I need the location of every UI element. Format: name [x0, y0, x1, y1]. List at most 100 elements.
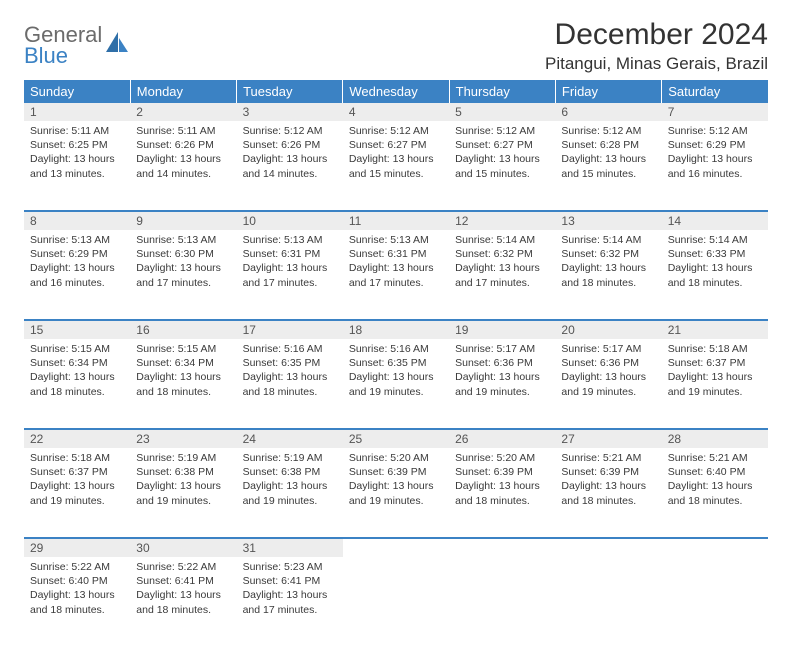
day-header: Wednesday	[343, 80, 449, 103]
content-row: Sunrise: 5:18 AMSunset: 6:37 PMDaylight:…	[24, 448, 768, 538]
sunset-line: Sunset: 6:29 PM	[668, 138, 762, 152]
day-content-cell: Sunrise: 5:14 AMSunset: 6:32 PMDaylight:…	[449, 230, 555, 320]
calendar-table: SundayMondayTuesdayWednesdayThursdayFrid…	[24, 80, 768, 647]
sunset-line: Sunset: 6:25 PM	[30, 138, 124, 152]
sunset-line: Sunset: 6:28 PM	[561, 138, 655, 152]
day-number-cell: 31	[237, 538, 343, 557]
daylight-line: Daylight: 13 hours and 19 minutes.	[30, 479, 124, 507]
day-number-cell: 22	[24, 429, 130, 448]
daylight-line: Daylight: 13 hours and 19 minutes.	[561, 370, 655, 398]
day-number-cell: 24	[237, 429, 343, 448]
sunrise-line: Sunrise: 5:18 AM	[30, 451, 124, 465]
day-header: Saturday	[662, 80, 768, 103]
sunrise-line: Sunrise: 5:14 AM	[561, 233, 655, 247]
sunrise-line: Sunrise: 5:12 AM	[349, 124, 443, 138]
sunset-line: Sunset: 6:30 PM	[136, 247, 230, 261]
day-content-cell	[343, 557, 449, 647]
daylight-line: Daylight: 13 hours and 18 minutes.	[561, 261, 655, 289]
day-number-cell: 25	[343, 429, 449, 448]
day-content-cell: Sunrise: 5:16 AMSunset: 6:35 PMDaylight:…	[237, 339, 343, 429]
daylight-line: Daylight: 13 hours and 18 minutes.	[30, 588, 124, 616]
daynum-row: 891011121314	[24, 211, 768, 230]
day-content-cell: Sunrise: 5:13 AMSunset: 6:31 PMDaylight:…	[343, 230, 449, 320]
sunset-line: Sunset: 6:40 PM	[30, 574, 124, 588]
sunrise-line: Sunrise: 5:13 AM	[349, 233, 443, 247]
day-number-cell: 11	[343, 211, 449, 230]
sail-icon	[104, 30, 130, 61]
content-row: Sunrise: 5:22 AMSunset: 6:40 PMDaylight:…	[24, 557, 768, 647]
daylight-line: Daylight: 13 hours and 17 minutes.	[349, 261, 443, 289]
daynum-row: 1234567	[24, 103, 768, 121]
daylight-line: Daylight: 13 hours and 18 minutes.	[668, 479, 762, 507]
daylight-line: Daylight: 13 hours and 17 minutes.	[455, 261, 549, 289]
sunrise-line: Sunrise: 5:11 AM	[30, 124, 124, 138]
sunrise-line: Sunrise: 5:12 AM	[243, 124, 337, 138]
day-content-cell: Sunrise: 5:12 AMSunset: 6:26 PMDaylight:…	[237, 121, 343, 211]
sunrise-line: Sunrise: 5:12 AM	[455, 124, 549, 138]
daynum-row: 293031	[24, 538, 768, 557]
location-text: Pitangui, Minas Gerais, Brazil	[545, 54, 768, 74]
day-content-cell: Sunrise: 5:12 AMSunset: 6:27 PMDaylight:…	[449, 121, 555, 211]
sunrise-line: Sunrise: 5:12 AM	[561, 124, 655, 138]
day-number-cell: 8	[24, 211, 130, 230]
day-number-cell: 23	[130, 429, 236, 448]
sunset-line: Sunset: 6:33 PM	[668, 247, 762, 261]
sunrise-line: Sunrise: 5:12 AM	[668, 124, 762, 138]
daylight-line: Daylight: 13 hours and 18 minutes.	[136, 588, 230, 616]
sunrise-line: Sunrise: 5:17 AM	[455, 342, 549, 356]
day-header: Friday	[555, 80, 661, 103]
day-number-cell: 10	[237, 211, 343, 230]
content-row: Sunrise: 5:11 AMSunset: 6:25 PM Daylight:…	[24, 121, 768, 211]
sunrise-line: Sunrise: 5:22 AM	[30, 560, 124, 574]
content-row: Sunrise: 5:13 AMSunset: 6:29 PMDaylight:…	[24, 230, 768, 320]
day-number-cell: 27	[555, 429, 661, 448]
day-number-cell: 12	[449, 211, 555, 230]
sunset-line: Sunset: 6:36 PM	[455, 356, 549, 370]
sunset-line: Sunset: 6:39 PM	[349, 465, 443, 479]
daylight-line: Daylight: 13 hours and 16 minutes.	[30, 261, 124, 289]
day-content-cell: Sunrise: 5:13 AMSunset: 6:30 PMDaylight:…	[130, 230, 236, 320]
day-number-cell: 18	[343, 320, 449, 339]
sunrise-line: Sunrise: 5:19 AM	[136, 451, 230, 465]
day-number-cell	[555, 538, 661, 557]
day-header-row: SundayMondayTuesdayWednesdayThursdayFrid…	[24, 80, 768, 103]
sunset-line: Sunset: 6:41 PM	[243, 574, 337, 588]
day-content-cell: Sunrise: 5:16 AMSunset: 6:35 PMDaylight:…	[343, 339, 449, 429]
day-number-cell: 14	[662, 211, 768, 230]
logo-text-blue: Blue	[24, 45, 102, 67]
day-number-cell: 15	[24, 320, 130, 339]
day-content-cell: Sunrise: 5:21 AMSunset: 6:39 PMDaylight:…	[555, 448, 661, 538]
sunrise-line: Sunrise: 5:13 AM	[243, 233, 337, 247]
sunrise-line: Sunrise: 5:16 AM	[349, 342, 443, 356]
daylight-line: Daylight: 13 hours and 19 minutes.	[243, 479, 337, 507]
sunset-line: Sunset: 6:37 PM	[30, 465, 124, 479]
daylight-line: Daylight: 13 hours and 18 minutes.	[136, 370, 230, 398]
sunset-line: Sunset: 6:31 PM	[349, 247, 443, 261]
day-header: Monday	[130, 80, 236, 103]
sunrise-line: Sunrise: 5:22 AM	[136, 560, 230, 574]
day-number-cell: 6	[555, 103, 661, 121]
day-content-cell: Sunrise: 5:19 AMSunset: 6:38 PMDaylight:…	[130, 448, 236, 538]
day-header: Tuesday	[237, 80, 343, 103]
daylight-line: Daylight: 13 hours and 15 minutes.	[561, 152, 655, 180]
sunset-line: Sunset: 6:38 PM	[136, 465, 230, 479]
logo-text-block: General Blue	[24, 24, 102, 67]
day-number-cell: 21	[662, 320, 768, 339]
sunrise-line: Sunrise: 5:15 AM	[30, 342, 124, 356]
day-content-cell: Sunrise: 5:22 AMSunset: 6:41 PMDaylight:…	[130, 557, 236, 647]
daylight-line: Daylight: 13 hours and 15 minutes.	[455, 152, 549, 180]
sunset-line: Sunset: 6:27 PM	[455, 138, 549, 152]
day-number-cell: 26	[449, 429, 555, 448]
day-content-cell: Sunrise: 5:17 AMSunset: 6:36 PMDaylight:…	[555, 339, 661, 429]
sunset-line: Sunset: 6:32 PM	[455, 247, 549, 261]
daylight-line: Daylight: 13 hours and 19 minutes.	[349, 370, 443, 398]
daylight-line: Daylight: 13 hours and 18 minutes.	[243, 370, 337, 398]
logo: General Blue	[24, 18, 130, 67]
day-content-cell: Sunrise: 5:15 AMSunset: 6:34 PMDaylight:…	[130, 339, 236, 429]
daynum-row: 22232425262728	[24, 429, 768, 448]
sunset-line: Sunset: 6:36 PM	[561, 356, 655, 370]
daylight-line: Daylight: 13 hours and 19 minutes.	[668, 370, 762, 398]
sunrise-line: Sunrise: 5:14 AM	[455, 233, 549, 247]
daylight-line: Daylight: 13 hours and 18 minutes.	[455, 479, 549, 507]
day-content-cell: Sunrise: 5:11 AMSunset: 6:25 PMDaylight:…	[24, 121, 130, 211]
